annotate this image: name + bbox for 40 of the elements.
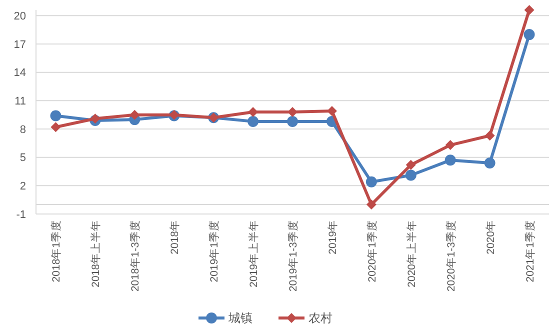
point	[366, 176, 377, 188]
x-tick-label: 2018年1季度	[50, 220, 63, 282]
point	[287, 116, 298, 127]
x-tick-label: 2020年1-3季度	[444, 220, 458, 292]
x-tick-label: 2019年上半年	[247, 220, 260, 288]
point	[524, 29, 535, 40]
point	[326, 106, 337, 116]
x-tick-label: 2018年1-3季度	[128, 220, 142, 292]
point	[130, 110, 140, 120]
point	[50, 110, 62, 122]
x-tick-label: 2020年上半年	[404, 220, 418, 288]
point	[288, 107, 298, 117]
y-tick-label: 11	[14, 96, 26, 108]
y-tick-label: 5	[20, 152, 26, 164]
x-tick-label: 2018年	[169, 220, 182, 254]
point	[484, 158, 496, 168]
x-tick-label: 2020年1季度	[365, 220, 378, 282]
point	[484, 130, 495, 141]
point	[406, 160, 416, 170]
x-tick-label: 2020年	[484, 220, 497, 254]
x-tick-label: 2021年1季度	[523, 220, 536, 282]
y-tick-label: -1	[16, 208, 26, 221]
y-tick-label: 14	[14, 67, 26, 80]
y-tick-label: 8	[20, 124, 26, 136]
x-tick-label: 2018年上半年	[89, 220, 102, 288]
point	[524, 5, 534, 15]
point	[366, 200, 376, 210]
point	[405, 170, 416, 181]
x-tick-label: 2019年1季度	[208, 220, 221, 282]
point	[248, 116, 259, 127]
point	[50, 122, 61, 132]
point	[444, 154, 456, 166]
legend-label: 农村	[308, 311, 332, 326]
point	[445, 140, 456, 150]
y-tick-label: 2	[20, 180, 26, 193]
y-tick-label: 20	[14, 10, 26, 23]
y-tick-label: 17	[14, 38, 26, 51]
x-tick-label: 2019年1-3季度	[286, 220, 300, 292]
x-tick-label: 2019年	[326, 220, 339, 254]
legend-label: 城镇	[228, 311, 252, 326]
